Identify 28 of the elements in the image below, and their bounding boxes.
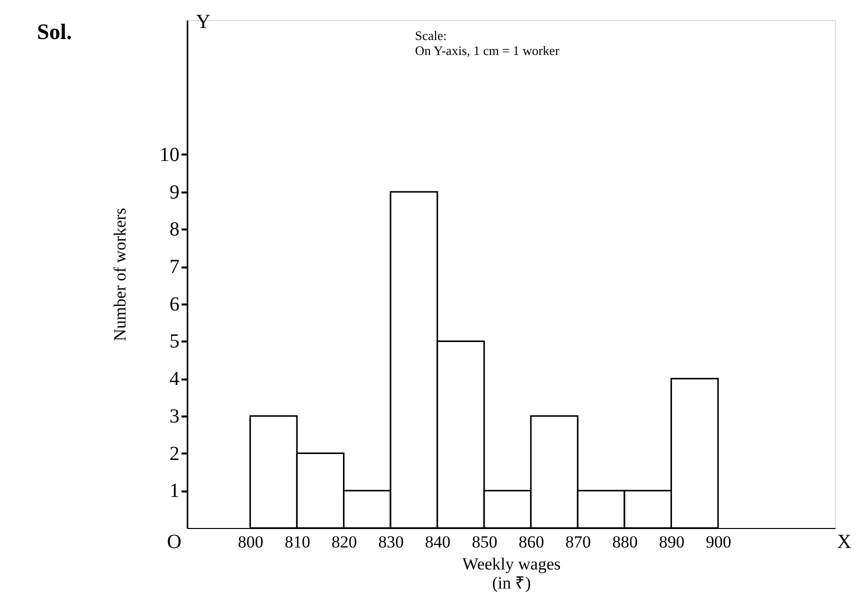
x-tick-label: 860 (518, 532, 544, 552)
y-tick-label: 8 (170, 218, 180, 241)
y-tick-label: 6 (170, 293, 180, 316)
y-tick-label: 2 (170, 442, 180, 465)
text: O (167, 531, 182, 553)
text: X (837, 531, 852, 553)
annotation: Scale: On Y-axis, 1 cm = 1 worker (415, 28, 560, 58)
y-tick-label: 1 (170, 480, 180, 502)
y-tick-label: 9 (170, 181, 180, 204)
x-tick-label: 830 (378, 532, 404, 552)
x-tick-label: 850 (472, 532, 498, 552)
x-tick-label: 890 (658, 532, 684, 552)
x-tick-label: 870 (565, 532, 591, 552)
y-tick-label: 4 (170, 368, 180, 390)
x-tick-label: 800 (238, 532, 264, 552)
y-tick-label: 7 (170, 256, 180, 278)
annotation: Y (196, 11, 210, 33)
y-axis-title: Number of workers (110, 208, 130, 342)
y-tick-label: 5 (170, 330, 180, 353)
y-tick-label: 3 (170, 405, 180, 428)
x-tick-label: 880 (612, 532, 638, 552)
x-tick-label: 820 (331, 532, 357, 552)
text: Sol. (37, 19, 72, 44)
x-tick-label: 810 (284, 532, 310, 552)
x-tick-label: 900 (706, 532, 732, 552)
x-tick-label: 840 (425, 532, 451, 552)
y-tick-label: 10 (160, 144, 180, 166)
x-axis-title: Weekly wages (in ₹) (462, 554, 561, 592)
